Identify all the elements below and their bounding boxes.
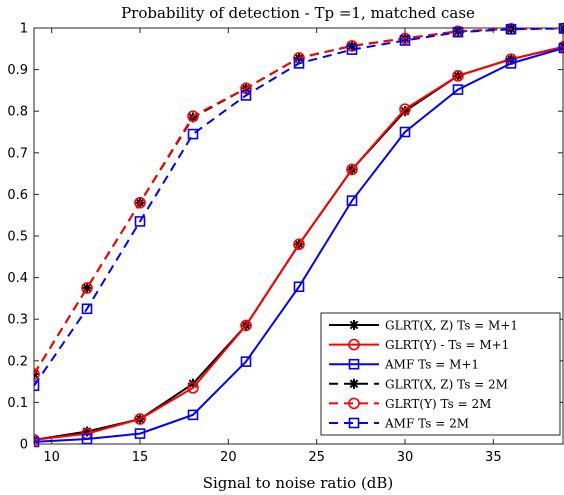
data-point [558,42,564,54]
series-line [34,47,564,443]
data-point [452,84,464,95]
x-tick-label: 35 [485,450,502,465]
data-point [293,58,305,69]
data-point [452,26,464,38]
data-point [134,216,146,227]
y-tick-label: 0.4 [7,271,28,286]
y-tick-label: 0.2 [7,354,28,369]
x-axis-label: Signal to noise ratio (dB) [203,474,394,492]
y-tick-label: 0.3 [7,313,28,328]
legend-marker [349,378,359,389]
data-point [346,163,358,176]
data-point [293,238,305,251]
data-point [81,303,93,315]
data-point [293,281,305,293]
y-tick-label: 0 [20,438,28,453]
y-tick-label: 0.1 [7,396,28,411]
legend-marker [348,338,360,351]
series-3 [34,42,564,448]
x-tick-label: 25 [308,450,325,465]
data-point [240,356,252,367]
data-point [81,433,93,445]
data-point [34,380,40,392]
series-line [34,27,564,387]
data-point [452,70,464,82]
data-point [505,58,517,69]
data-point [81,282,93,294]
data-point [187,382,199,394]
data-point [558,23,564,34]
legend: GLRT(X, Z) Ts = M+1 GLRT(Y) - Ts = M+1 AMF… [320,312,561,436]
y-tick-label: 0.5 [7,230,28,245]
series-layer [34,22,564,448]
y-tick-label: 0.8 [7,105,28,120]
plot-area: 10 15 20 25 30 35 0 0.1 0.2 0.3 0.4 0.5 0.6 0.7 0.8 0.9… [7,22,564,465]
x-tick-label: 15 [132,450,149,465]
x-tick-label: 10 [43,450,60,465]
data-point [134,428,146,439]
data-point [187,110,199,122]
x-tick-label: 30 [397,450,414,465]
legend-marker [348,358,360,370]
data-point [34,436,40,448]
y-tick-label: 0.9 [7,63,28,78]
legend-label: GLRT(X, Z) Ts = 2M [385,377,508,391]
legend-marker [348,417,360,429]
data-point [240,90,252,101]
y-tick-label: 0.7 [7,146,28,161]
legend-marker [349,320,359,330]
data-point [134,196,146,209]
data-point [399,103,411,115]
data-point [399,126,411,138]
data-point [505,23,517,35]
series-line [34,45,564,441]
series-6 [34,23,564,392]
legend-label: AMF Ts = M+1 [384,358,479,372]
data-point [34,368,40,380]
data-point [187,128,199,140]
legend-label: GLRT(X, Z) Ts = M+1 [385,319,518,333]
data-point [240,82,252,95]
data-point [399,35,411,46]
legend-label: AMF Ts = 2M [384,417,469,431]
legend-box [320,312,561,436]
x-tick-label: 20 [220,450,237,465]
y-tick-label: 1 [20,22,28,37]
data-point [240,319,252,332]
data-point [346,44,358,55]
legend-marker [348,397,360,410]
data-point [187,409,199,421]
data-point [346,195,358,206]
legend-label: GLRT(Y) Ts = 2M [385,397,491,411]
legend-label: GLRT(Y) - Ts = M+1 [385,338,509,352]
y-tick-label: 0.6 [7,188,28,203]
chart-title: Probability of detection - Tp =1, matche… [121,4,475,22]
data-point [134,413,146,425]
